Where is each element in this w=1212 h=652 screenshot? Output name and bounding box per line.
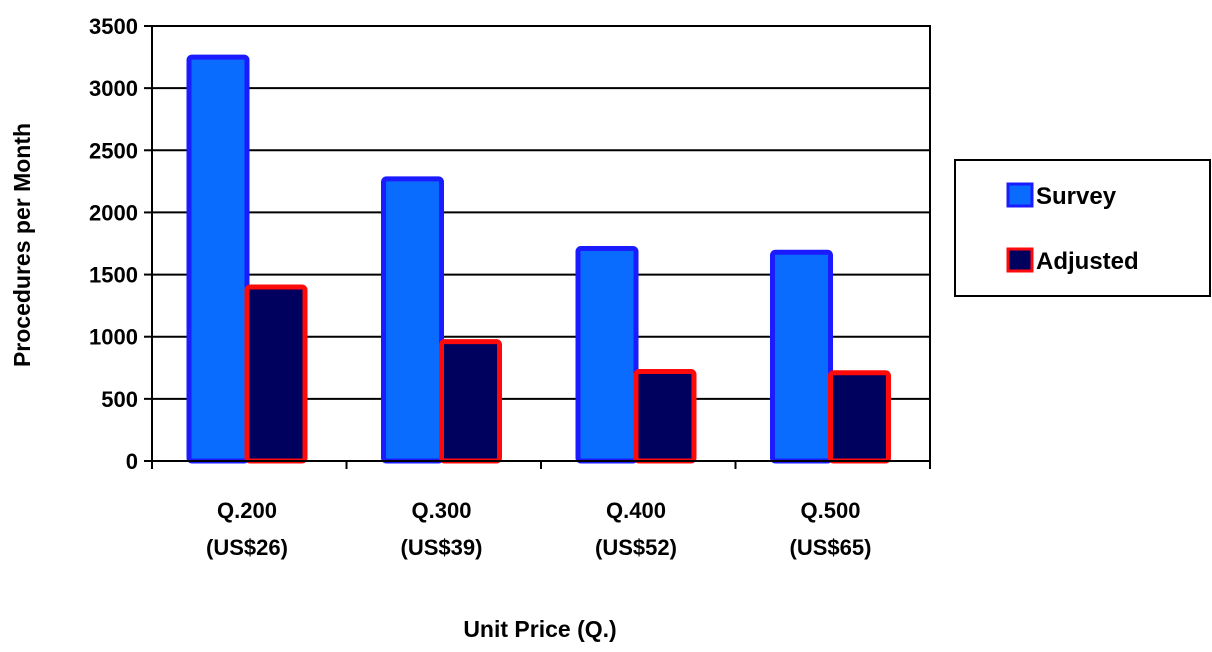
x-tick-label: Q.300 bbox=[412, 498, 472, 523]
bar-adjusted-0 bbox=[244, 284, 308, 464]
bar-adjusted-3 bbox=[828, 370, 891, 464]
y-tick-label: 500 bbox=[101, 387, 138, 412]
x-tick-label: (US$65) bbox=[790, 535, 872, 560]
y-tick-label: 1500 bbox=[89, 263, 138, 288]
legend-swatch-survey bbox=[1006, 182, 1034, 208]
y-tick-label: 3000 bbox=[89, 76, 138, 101]
legend-label-adjusted: Adjusted bbox=[1036, 248, 1139, 275]
y-tick-label: 1000 bbox=[89, 325, 138, 350]
y-axis-title: Procedures per Month bbox=[9, 123, 35, 367]
y-tick-label: 2000 bbox=[89, 200, 138, 225]
bar-survey-2 bbox=[575, 245, 639, 464]
x-tick-label: Q.500 bbox=[801, 498, 861, 523]
x-tick-label: Q.200 bbox=[217, 498, 277, 523]
bar-survey-0 bbox=[186, 54, 250, 464]
x-tick-label: Q.400 bbox=[606, 498, 666, 523]
x-axis-title: Unit Price (Q.) bbox=[463, 616, 616, 642]
x-tick-label: (US$52) bbox=[595, 535, 677, 560]
legend-swatch-adjusted bbox=[1006, 247, 1034, 273]
bars bbox=[186, 54, 891, 464]
bar-adjusted-1 bbox=[439, 339, 502, 464]
bar-adjusted-2 bbox=[633, 369, 697, 464]
legend-box bbox=[954, 159, 1211, 297]
y-tick-label: 3500 bbox=[89, 14, 138, 39]
x-tick-label: (US$39) bbox=[401, 535, 483, 560]
y-axis-ticks: 0 500 1000 1500 2000 2500 3000 3500 bbox=[89, 14, 152, 474]
y-tick-label: 2500 bbox=[89, 138, 138, 163]
bar-survey-1 bbox=[381, 176, 444, 464]
x-tick-label: (US$26) bbox=[206, 535, 288, 560]
x-axis-ticks: Q.200 (US$26) Q.300 (US$39) Q.400 (US$52) Q.50… bbox=[151, 461, 931, 560]
bar-survey-3 bbox=[770, 249, 833, 464]
legend-label-survey: Survey bbox=[1036, 183, 1117, 210]
legend: Survey Adjusted bbox=[954, 159, 1211, 297]
y-tick-label: 0 bbox=[126, 449, 138, 474]
